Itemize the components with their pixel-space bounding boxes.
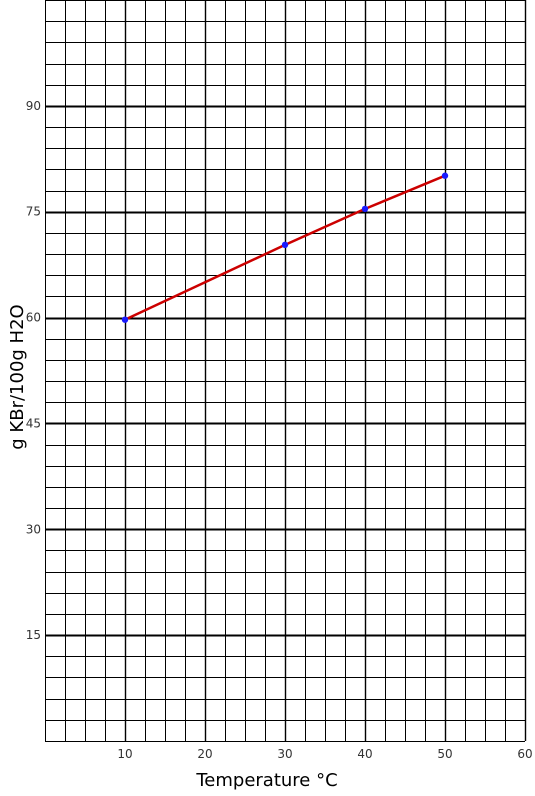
x-tick-label: 30 [277, 747, 292, 761]
y-tick-labels: 15 30 45 60 75 90 [26, 99, 41, 642]
series-line [124, 174, 446, 321]
y-tick-label: 15 [26, 628, 41, 642]
x-tick-label: 10 [117, 747, 132, 761]
x-axis-title: Temperature °C [195, 770, 337, 791]
y-axis-title: g KBr/100g H2O [7, 304, 28, 449]
x-tick-label: 50 [437, 747, 452, 761]
x-tick-label: 40 [357, 747, 372, 761]
y-tick-label: 60 [26, 311, 41, 325]
y-tick-label: 45 [26, 416, 41, 430]
y-tick-label: 75 [26, 205, 41, 219]
data-point [121, 316, 129, 323]
x-tick-label: 60 [517, 747, 532, 761]
data-point [361, 205, 369, 213]
series-points [121, 172, 449, 323]
y-tick-label: 30 [26, 522, 41, 536]
data-point [281, 241, 289, 249]
data-point [441, 172, 449, 179]
series-lines [124, 174, 446, 321]
major-grid [45, 0, 527, 741]
x-tick-labels: 10 20 30 40 50 60 [117, 747, 532, 761]
x-tick-label: 20 [197, 747, 212, 761]
y-tick-label: 90 [26, 99, 41, 113]
